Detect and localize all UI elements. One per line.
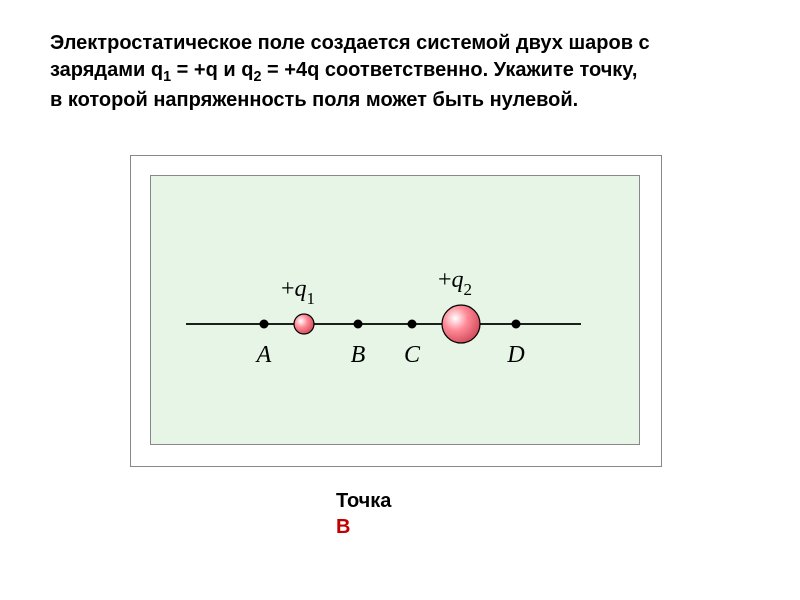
- problem-eq2: = +4q соответственно. Укажите точку,: [261, 59, 637, 81]
- point-B: [354, 320, 363, 329]
- point-label-C: C: [404, 342, 421, 368]
- diagram-inner-panel: ABCD+q1+q2: [150, 175, 640, 445]
- physics-diagram: ABCD+q1+q2: [151, 176, 639, 444]
- charge-q1: [294, 314, 314, 334]
- answer-value: В: [336, 516, 350, 538]
- answer-block: Точка В: [336, 488, 391, 540]
- diagram-container: ABCD+q1+q2: [130, 155, 660, 465]
- point-label-D: D: [506, 342, 524, 368]
- q1-subscript: 1: [163, 69, 171, 85]
- point-A: [260, 320, 269, 329]
- point-D: [512, 320, 521, 329]
- charge-q2: [442, 305, 480, 343]
- point-label-B: B: [351, 342, 366, 368]
- point-C: [408, 320, 417, 329]
- problem-statement: Электростатическое поле создается систем…: [50, 30, 750, 114]
- point-label-A: A: [255, 342, 272, 368]
- problem-line3: в которой напряженность поля может быть …: [50, 89, 578, 111]
- problem-eq1: = +q и q: [171, 59, 253, 81]
- answer-label: Точка: [336, 490, 391, 512]
